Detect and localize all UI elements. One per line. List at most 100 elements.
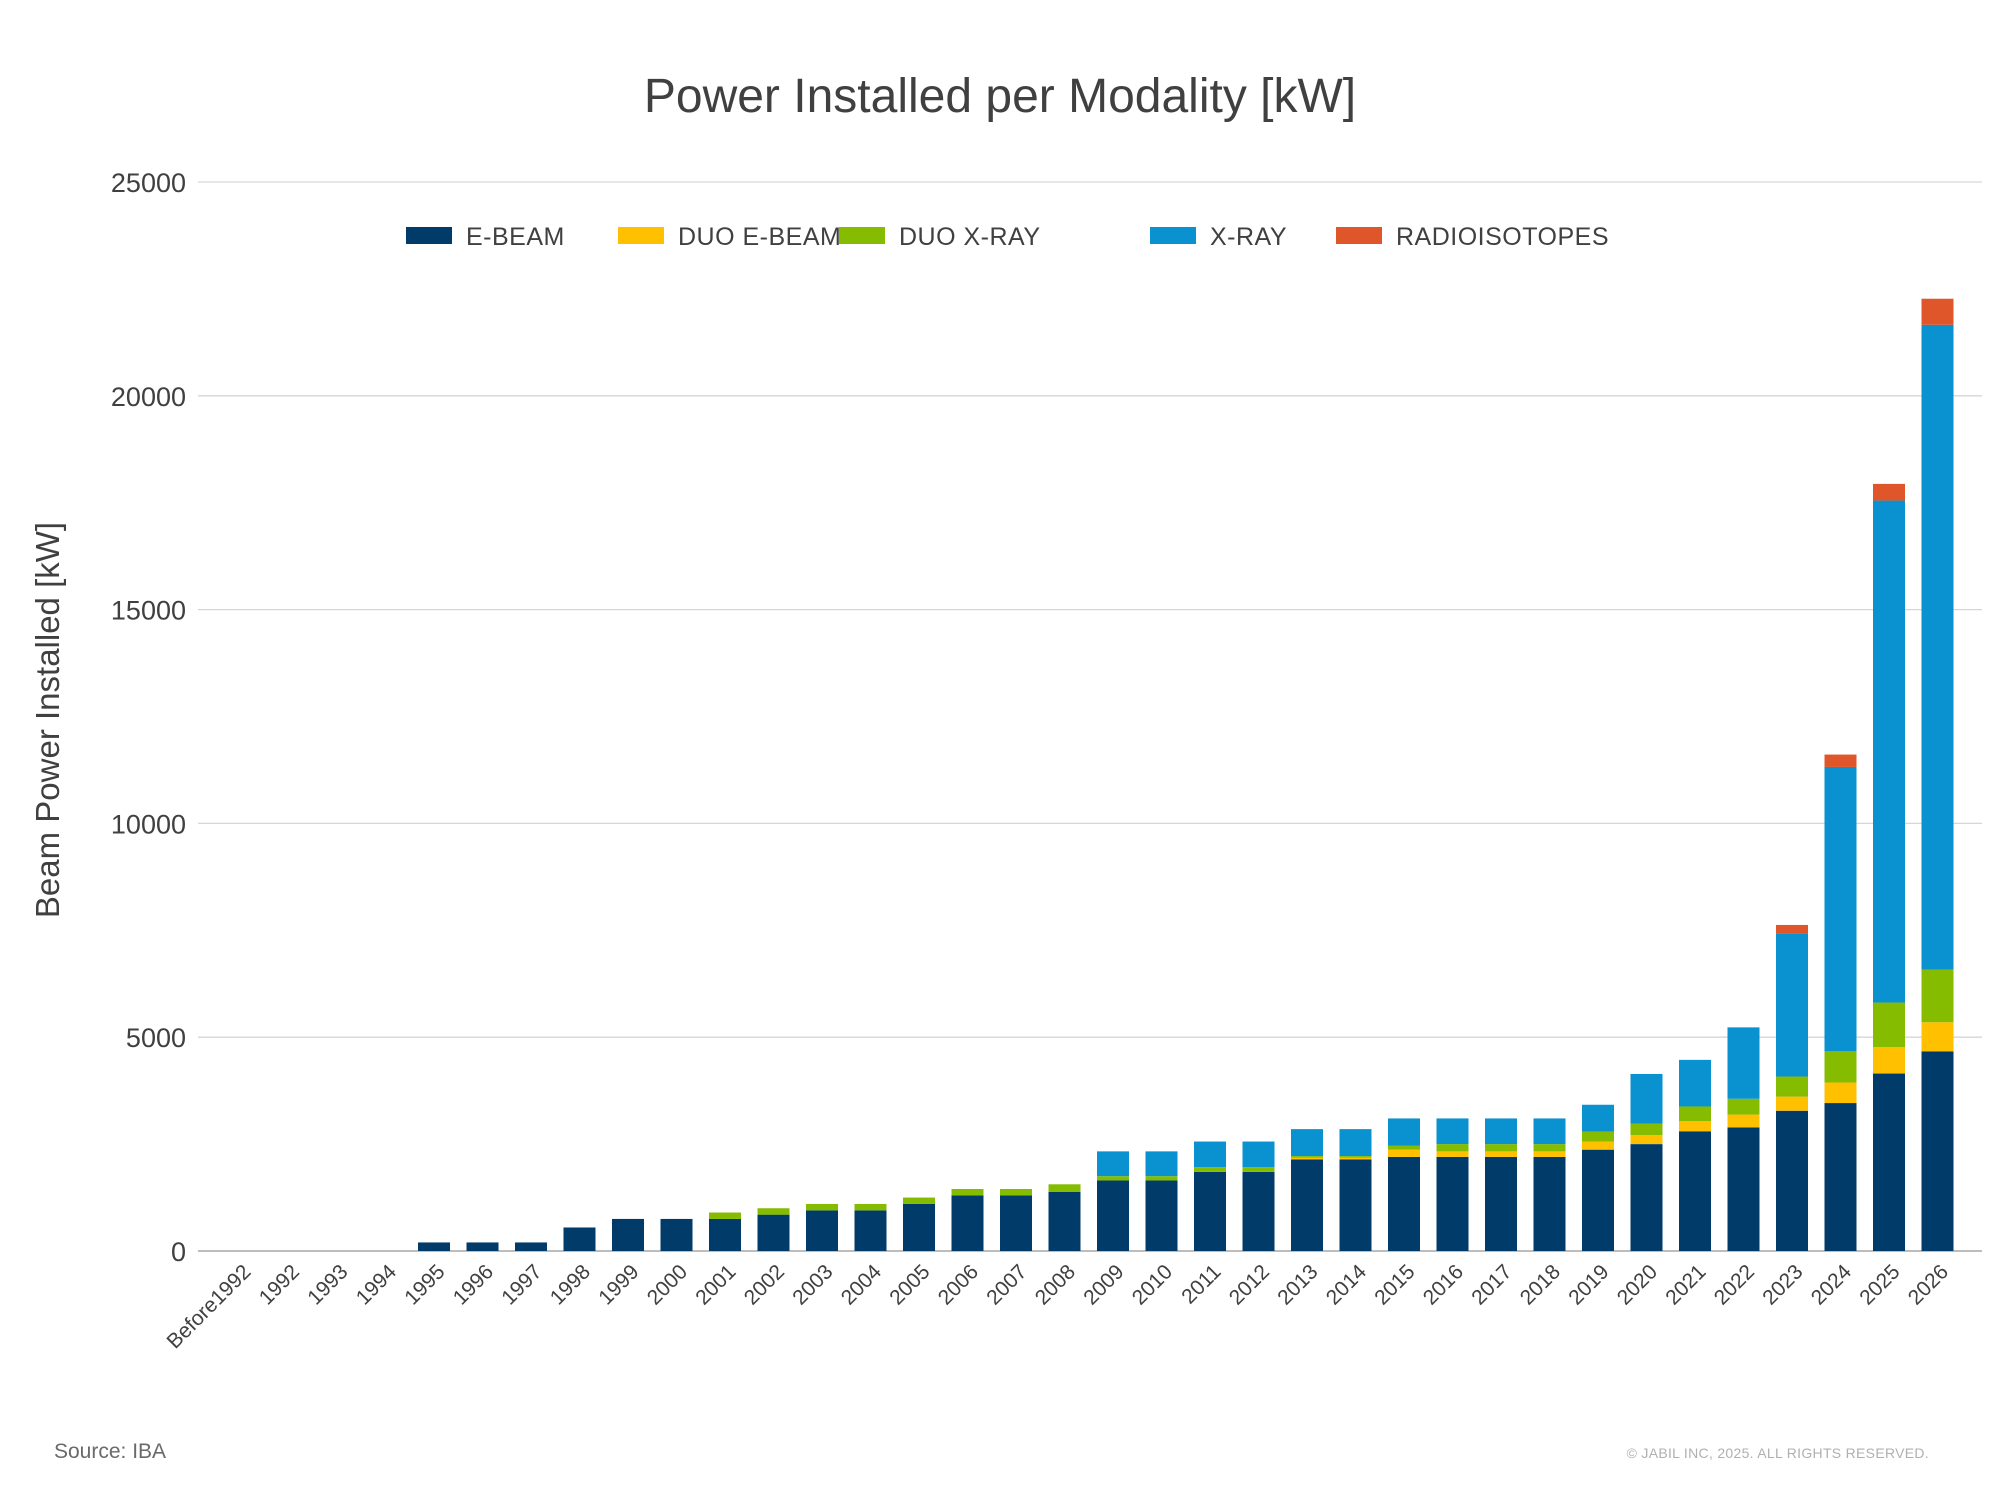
bar-segment-x-ray bbox=[1339, 1129, 1372, 1157]
bar-segment-e-beam bbox=[1097, 1180, 1129, 1251]
legend-label: X-RAY bbox=[1210, 223, 1287, 251]
bar-segment-e-beam bbox=[515, 1242, 547, 1251]
y-tick-label: 15000 bbox=[111, 596, 186, 626]
bar-segment-duo-e-beam bbox=[1776, 1096, 1808, 1111]
x-tick-label: 1994 bbox=[352, 1260, 402, 1310]
x-tick-label: 2008 bbox=[1031, 1260, 1080, 1309]
bar-segment-duo-x-ray bbox=[1727, 1098, 1760, 1115]
x-tick-label: 2013 bbox=[1273, 1260, 1322, 1309]
legend-item: DUO X-RAY bbox=[839, 223, 1040, 251]
x-tick-label: 1995 bbox=[400, 1260, 449, 1309]
bar-segment-e-beam bbox=[806, 1210, 838, 1251]
bar-segment-e-beam bbox=[1388, 1156, 1420, 1251]
bar-segment-x-ray bbox=[1582, 1104, 1614, 1132]
legend-swatch bbox=[839, 227, 885, 244]
bar-segment-duo-x-ray bbox=[1291, 1156, 1323, 1158]
bars bbox=[418, 298, 1954, 1251]
x-tick-label: 2024 bbox=[1807, 1260, 1857, 1310]
bar-segment-x-ray bbox=[1533, 1118, 1566, 1145]
source-note: Source: IBA bbox=[54, 1440, 167, 1463]
y-axis-title: Beam Power Installed [kW] bbox=[29, 522, 66, 918]
bar-segment-e-beam bbox=[757, 1214, 790, 1251]
bar-segment-duo-e-beam bbox=[1873, 1047, 1905, 1074]
bar-segment-duo-x-ray bbox=[757, 1208, 790, 1215]
x-tick-label: 1996 bbox=[449, 1260, 498, 1309]
y-tick-label: 20000 bbox=[111, 382, 186, 412]
bar-segment-duo-e-beam bbox=[1630, 1135, 1663, 1145]
bar-segment-x-ray bbox=[1776, 933, 1808, 1077]
bar-segment-x-ray bbox=[1242, 1141, 1275, 1168]
bar-segment-duo-x-ray bbox=[1242, 1167, 1275, 1172]
bar-segment-duo-e-beam bbox=[1533, 1151, 1566, 1157]
legend-item: E-BEAM bbox=[406, 223, 564, 251]
x-tick-label: 1998 bbox=[546, 1260, 595, 1309]
bar-segment-x-ray bbox=[1727, 1027, 1760, 1099]
bar-segment-e-beam bbox=[1679, 1131, 1711, 1251]
bar-segment-e-beam bbox=[854, 1210, 887, 1251]
bar-segment-x-ray bbox=[1291, 1129, 1323, 1157]
legend-swatch bbox=[618, 227, 664, 244]
bar-segment-e-beam bbox=[1727, 1127, 1760, 1251]
bar-segment-e-beam bbox=[1000, 1195, 1032, 1251]
x-tick-label: 2006 bbox=[934, 1260, 983, 1309]
y-tick-label: 25000 bbox=[111, 168, 186, 198]
bar-segment-duo-e-beam bbox=[1582, 1141, 1614, 1150]
bar-segment-e-beam bbox=[466, 1242, 499, 1251]
bar-segment-duo-e-beam bbox=[1921, 1022, 1954, 1052]
bar-segment-x-ray bbox=[1630, 1073, 1663, 1124]
x-tick-label: 2025 bbox=[1855, 1260, 1904, 1309]
x-tick-label: 2004 bbox=[837, 1260, 887, 1310]
bar-segment-e-beam bbox=[1776, 1110, 1808, 1251]
bar-segment-x-ray bbox=[1921, 324, 1954, 970]
bar-segment-e-beam bbox=[1630, 1144, 1663, 1251]
bar-segment-duo-x-ray bbox=[1436, 1144, 1469, 1152]
x-tick-label: 2014 bbox=[1322, 1260, 1372, 1310]
bar-segment-e-beam bbox=[1873, 1073, 1905, 1251]
bar-segment-duo-e-beam bbox=[1485, 1151, 1517, 1157]
x-tick-label: 2010 bbox=[1128, 1260, 1177, 1309]
x-tick-label: 2015 bbox=[1370, 1260, 1419, 1309]
legend-label: RADIOISOTOPES bbox=[1396, 223, 1609, 251]
bar-segment-duo-e-beam bbox=[1388, 1149, 1420, 1157]
x-tick-label: 2001 bbox=[691, 1260, 740, 1309]
x-tick-label: 2003 bbox=[788, 1260, 837, 1309]
bar-segment-duo-x-ray bbox=[1679, 1106, 1711, 1122]
legend-item: RADIOISOTOPES bbox=[1336, 223, 1609, 251]
bar-segment-duo-x-ray bbox=[854, 1203, 887, 1211]
x-tick-label: 1999 bbox=[594, 1260, 643, 1309]
gridlines: 0 5000 10000 15000 20000 25000 bbox=[111, 168, 1982, 1267]
y-tick-label: 10000 bbox=[111, 809, 186, 839]
bar-segment-duo-x-ray bbox=[951, 1188, 984, 1196]
bar-segment-duo-x-ray bbox=[1000, 1188, 1032, 1196]
copyright-note: © JABIL INC, 2025. ALL RIGHTS RESERVED. bbox=[1626, 1445, 1929, 1461]
bar-segment-e-beam bbox=[1194, 1171, 1226, 1251]
legend-item: X-RAY bbox=[1150, 223, 1287, 251]
legend-swatch bbox=[406, 227, 452, 244]
legend-label: DUO E-BEAM bbox=[678, 223, 841, 251]
x-tick-label: 2000 bbox=[643, 1260, 692, 1309]
x-tick-label: 2002 bbox=[740, 1260, 789, 1309]
bar-segment-duo-x-ray bbox=[903, 1197, 935, 1204]
bar-segment-radioisotopes bbox=[1776, 924, 1808, 934]
bar-segment-radioisotopes bbox=[1873, 483, 1905, 501]
bar-segment-e-beam bbox=[1533, 1156, 1566, 1251]
legend-swatch bbox=[1336, 227, 1382, 244]
bar-segment-x-ray bbox=[1194, 1141, 1226, 1168]
bar-segment-duo-x-ray bbox=[1533, 1144, 1566, 1152]
bar-segment-e-beam bbox=[612, 1218, 644, 1251]
bar-segment-e-beam bbox=[1145, 1180, 1178, 1251]
x-tick-labels: Before1992 1992 1993 1994 1995 1996 1997 1998 19… bbox=[162, 1260, 1953, 1353]
bar-segment-duo-x-ray bbox=[1824, 1051, 1857, 1083]
x-tick-label: 1993 bbox=[303, 1260, 352, 1309]
bar-segment-duo-x-ray bbox=[1873, 1002, 1905, 1048]
x-tick-label: 2017 bbox=[1467, 1260, 1516, 1309]
x-tick-label: 2020 bbox=[1613, 1260, 1662, 1309]
x-tick-label: Before1992 bbox=[162, 1260, 255, 1353]
x-tick-label: 2007 bbox=[982, 1260, 1031, 1309]
bar-segment-x-ray bbox=[1436, 1118, 1469, 1145]
x-tick-label: 1997 bbox=[497, 1260, 546, 1309]
bar-segment-duo-x-ray bbox=[1388, 1145, 1420, 1150]
x-tick-label: 2023 bbox=[1758, 1260, 1807, 1309]
bar-segment-x-ray bbox=[1388, 1118, 1420, 1146]
bar-segment-e-beam bbox=[660, 1218, 693, 1251]
